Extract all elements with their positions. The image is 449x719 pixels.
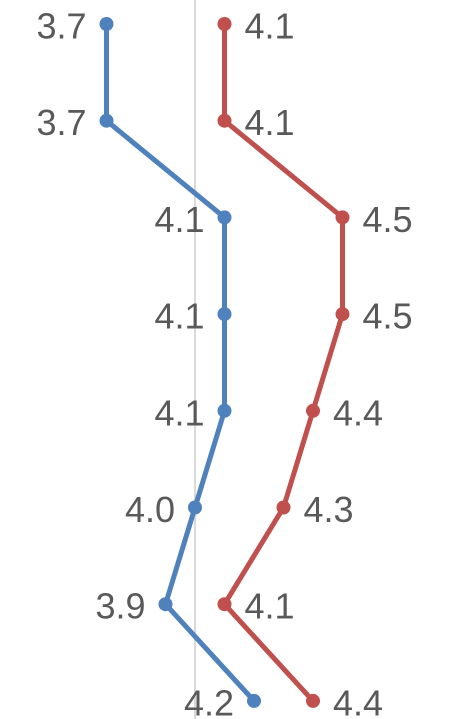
series-1-point xyxy=(247,693,261,708)
series-2-data-label: 4.1 xyxy=(245,586,295,627)
series-1-line xyxy=(104,24,256,703)
series-1-data-label: 4.1 xyxy=(154,296,204,337)
series-1-data-label: 4.1 xyxy=(154,392,204,433)
series-1-point xyxy=(99,113,114,128)
series-2-point xyxy=(217,597,232,612)
series-1-data-label: 4.0 xyxy=(125,489,175,530)
series-1-point xyxy=(188,500,202,515)
series-2-data-label: 4.4 xyxy=(333,392,383,433)
series-1-point xyxy=(217,403,232,418)
series-2-data-label: 4.3 xyxy=(304,489,354,530)
series-layer: 3.7 3.7 4.1 4.1 4.1 4.0 3.9 4.2 4.1 4.1 4.5 4.5 4.4 4… xyxy=(36,6,412,719)
series-2-point xyxy=(276,500,291,515)
series-1-point xyxy=(217,210,232,225)
series-1-data-label: 3.7 xyxy=(36,102,86,143)
series-2-data-label: 4.5 xyxy=(363,296,413,337)
series-2-point xyxy=(217,113,232,128)
series-2-point xyxy=(217,17,232,31)
series-1-data-label: 3.7 xyxy=(36,6,86,47)
series-2-point xyxy=(335,307,350,322)
series-2-data-label: 4.5 xyxy=(363,199,413,240)
series-2-point xyxy=(335,210,350,225)
series-2-data-label: 4.4 xyxy=(333,682,383,719)
series-2-point xyxy=(306,403,320,418)
series-2-data-label: 4.1 xyxy=(245,102,295,143)
series-1-point xyxy=(217,307,232,322)
series-1-data-label: 4.1 xyxy=(154,199,204,240)
series-2-point xyxy=(306,693,320,708)
series-2-line xyxy=(222,24,345,703)
series-1-point xyxy=(158,597,173,612)
series-1-point xyxy=(99,17,114,31)
series-1-data-label: 4.2 xyxy=(184,682,234,719)
series-1-data-label: 3.9 xyxy=(95,586,145,627)
series-2-data-label: 4.1 xyxy=(245,6,295,47)
